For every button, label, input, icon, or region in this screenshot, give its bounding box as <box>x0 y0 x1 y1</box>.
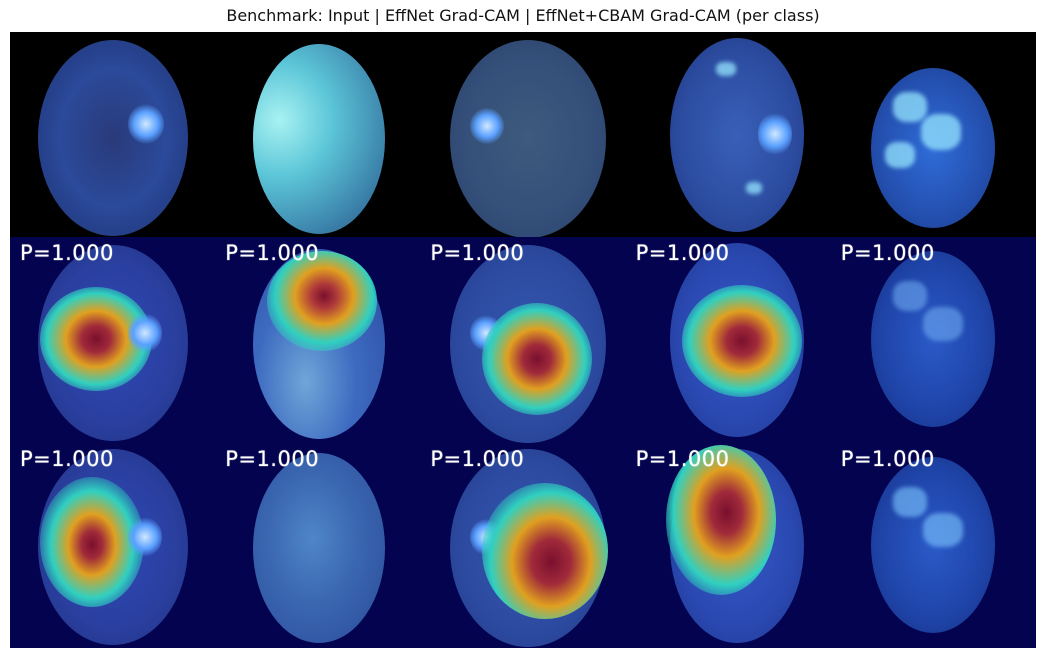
effnet-cam-1: P=1.000 <box>10 237 216 443</box>
probability-label: P=1.000 <box>635 446 730 471</box>
input-image-5 <box>830 32 1036 238</box>
lesion-spot <box>922 307 963 342</box>
effnet-cam-3: P=1.000 <box>420 237 626 443</box>
input-image-1 <box>10 32 216 238</box>
probability-label: P=1.000 <box>840 241 935 266</box>
optic-disc <box>128 104 164 144</box>
probability-label: P=1.000 <box>430 446 525 471</box>
probability-label: P=1.000 <box>225 241 320 266</box>
fundus-image <box>253 44 386 234</box>
cbam-cam-5: P=1.000 <box>830 442 1036 648</box>
cbam-cam-3: P=1.000 <box>420 442 626 648</box>
lesion-spot <box>884 142 915 168</box>
probability-label: P=1.000 <box>20 446 114 471</box>
heatmap-region <box>40 476 144 607</box>
lesion-spot <box>745 182 762 194</box>
input-image-4 <box>625 32 831 238</box>
probability-label: P=1.000 <box>20 241 114 266</box>
lesion-spot <box>715 62 736 76</box>
heatmap-region <box>482 303 593 416</box>
effnet-cam-2: P=1.000 <box>215 237 421 443</box>
heatmap-region <box>267 251 378 352</box>
cbam-cam-1: P=1.000 <box>10 442 216 648</box>
lesion-spot <box>892 486 927 517</box>
heatmap-region <box>665 444 776 595</box>
optic-disc <box>470 108 505 144</box>
probability-label: P=1.000 <box>225 446 320 471</box>
lesion-spot <box>892 92 927 122</box>
fundus-image <box>38 40 188 236</box>
optic-disc <box>757 112 792 156</box>
probability-label: P=1.000 <box>430 241 525 266</box>
lesion-spot <box>920 114 961 150</box>
probability-label: P=1.000 <box>635 241 730 266</box>
fundus-image <box>253 452 386 643</box>
figure-title: Benchmark: Input | EffNet Grad-CAM | Eff… <box>226 6 820 25</box>
input-image-2 <box>215 32 421 238</box>
cbam-cam-2: P=1.000 <box>215 442 421 648</box>
effnet-cam-5: P=1.000 <box>830 237 1036 443</box>
probability-label: P=1.000 <box>840 446 935 471</box>
heatmap-region <box>681 285 802 398</box>
fundus-image <box>450 40 607 238</box>
heatmap-region <box>482 482 609 619</box>
image-grid: P=1.000 P=1.000 P=1.000 P=1.000 P=1.000 … <box>10 32 1036 648</box>
cbam-cam-4: P=1.000 <box>625 442 831 648</box>
optic-disc <box>128 313 162 354</box>
lesion-spot <box>892 281 927 312</box>
optic-disc <box>128 516 162 557</box>
input-image-3 <box>420 32 626 238</box>
lesion-spot <box>922 512 963 547</box>
effnet-cam-4: P=1.000 <box>625 237 831 443</box>
